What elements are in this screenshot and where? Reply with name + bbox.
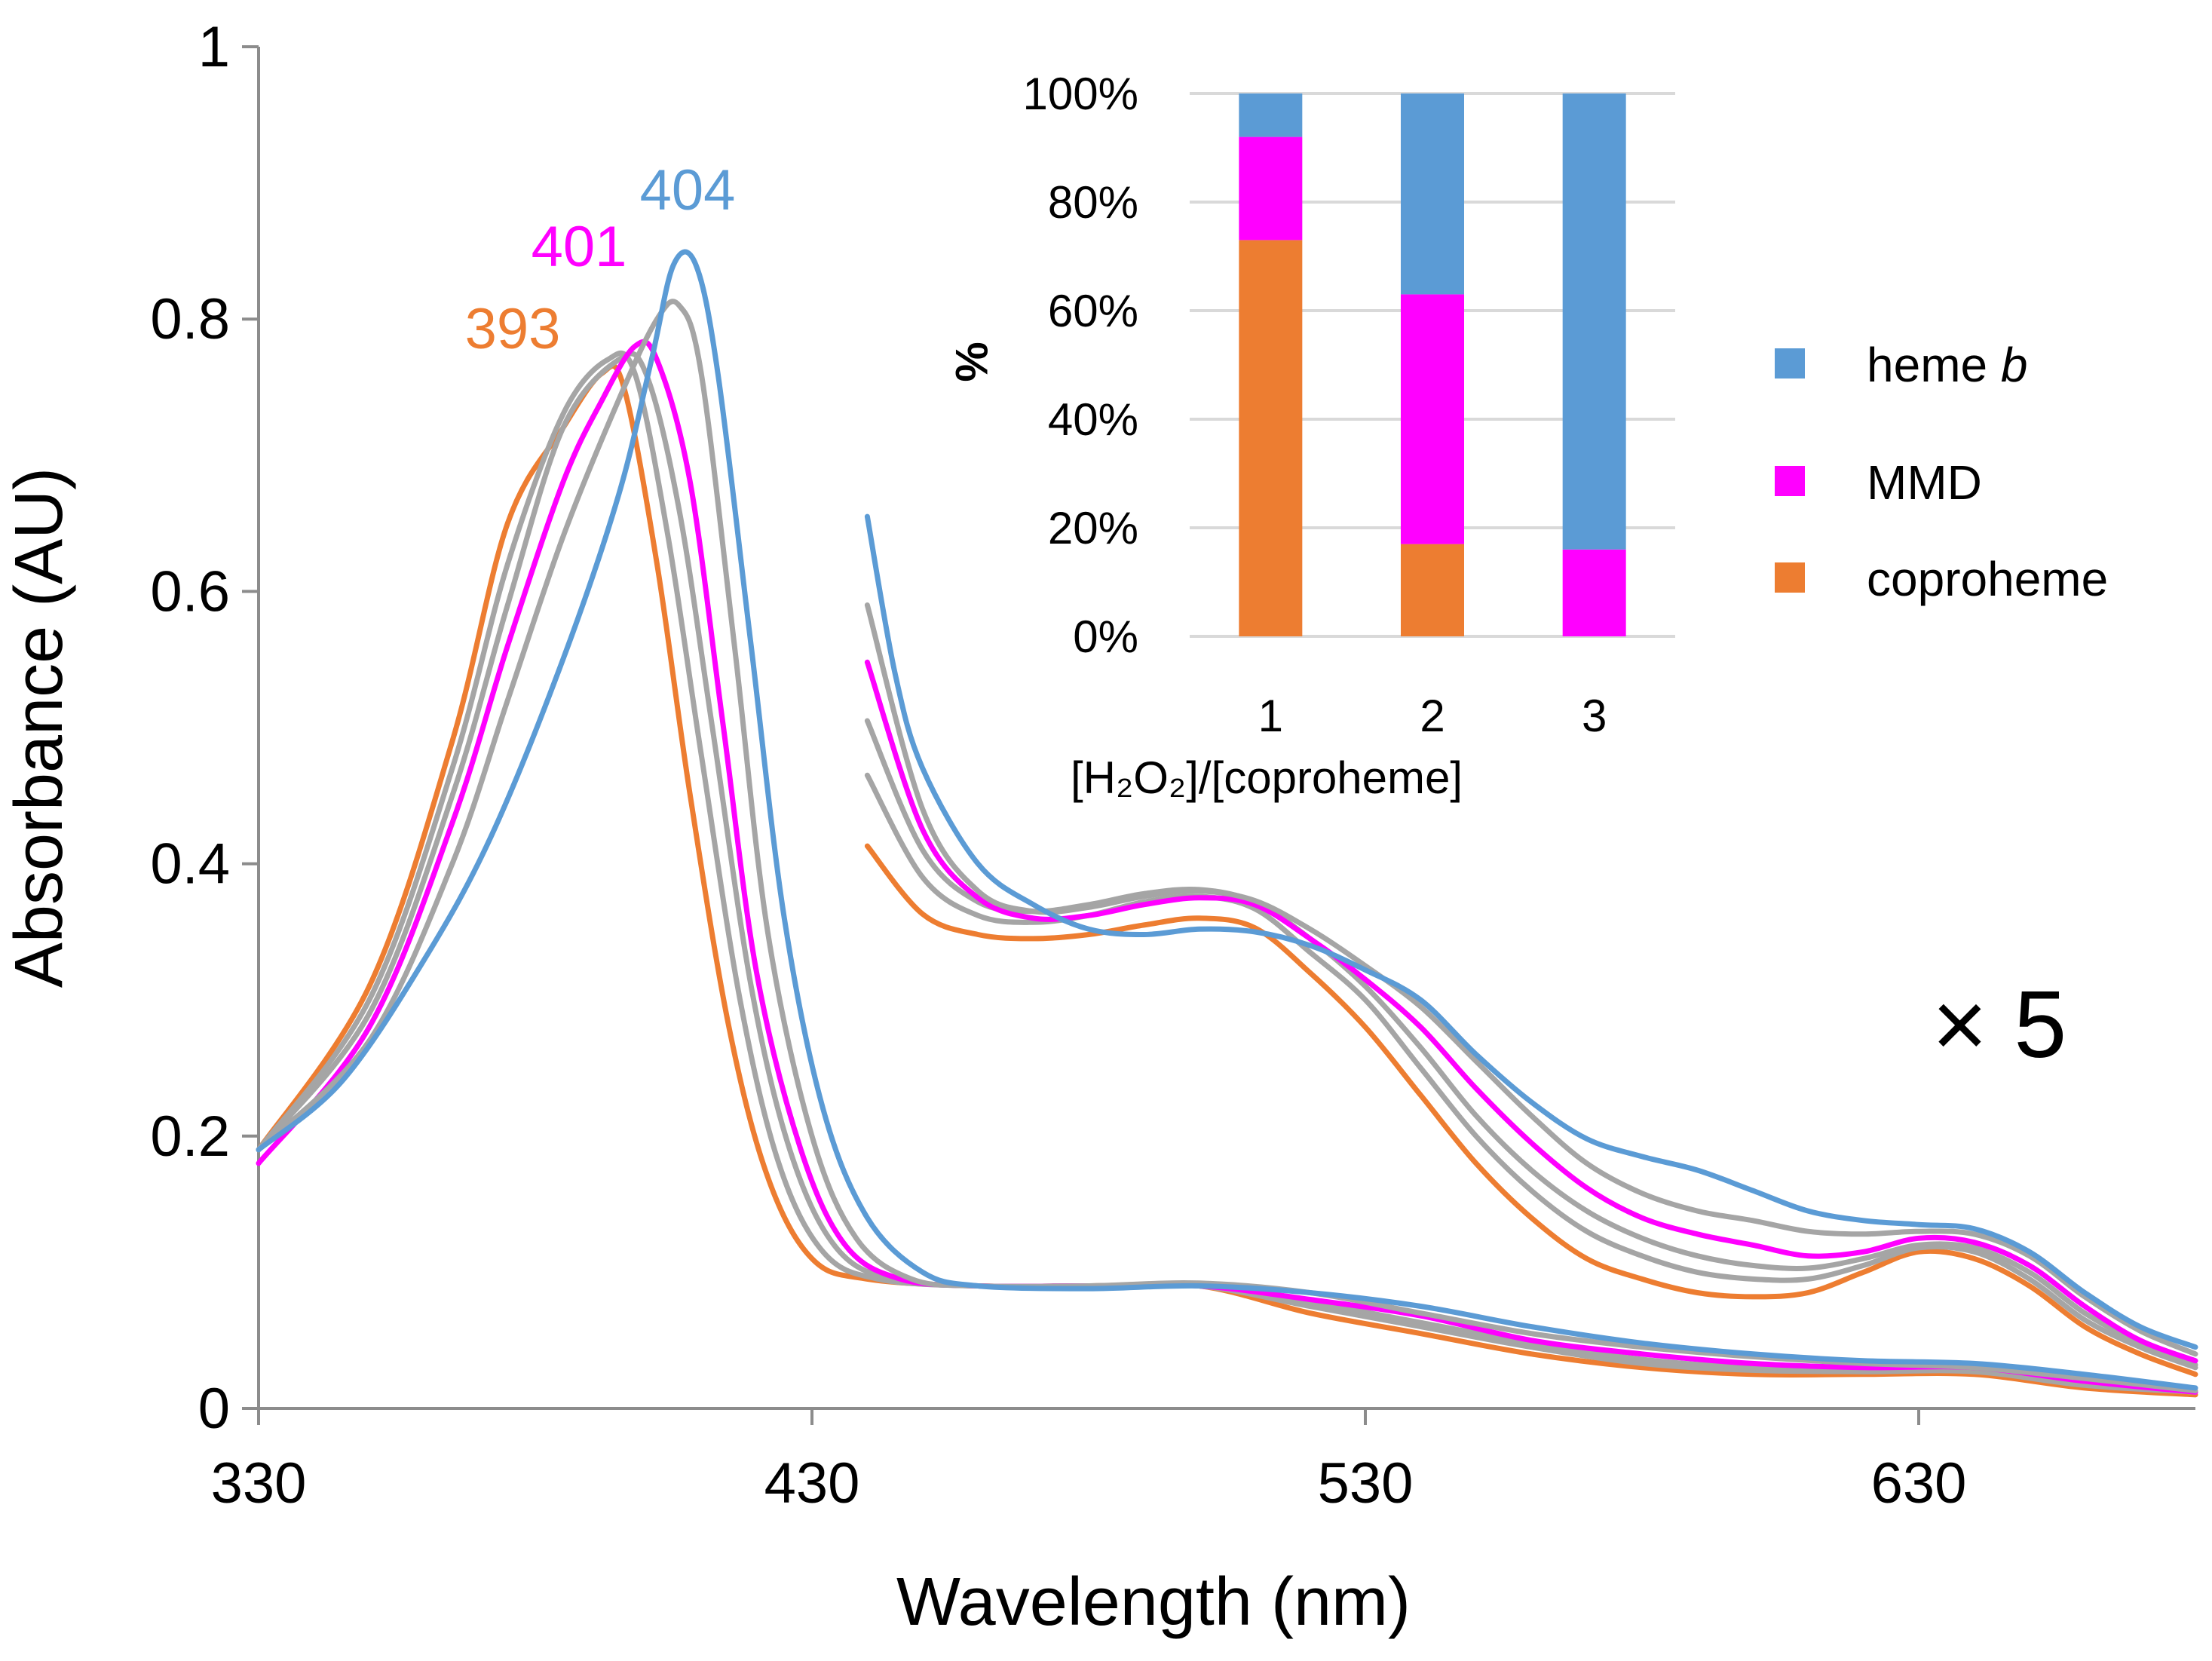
legend-label-heme-b: heme b <box>1867 338 2027 392</box>
main-axes: 0 0.2 0.4 0.6 0.8 1 330 430 530 630 <box>150 15 2195 1515</box>
inset-y-axis-title: % <box>946 342 997 382</box>
x-tick-label: 330 <box>211 1451 307 1515</box>
legend-swatch-mmd <box>1775 466 1805 496</box>
y-tick-label: 1 <box>198 15 230 79</box>
inset-y-tick-label: 40% <box>1048 394 1138 445</box>
inset-y-tick-label: 20% <box>1048 503 1138 553</box>
inset-y-tick-labels: 0% 20% 40% 60% 80% 100% <box>1023 69 1138 662</box>
x-tick-label: 430 <box>764 1451 860 1515</box>
y-tick-label: 0.2 <box>150 1105 230 1169</box>
inset-y-tick-label: 60% <box>1048 286 1138 336</box>
inset-bar-heme-b-2 <box>1401 93 1464 295</box>
y-axis-title: Absorbance (AU) <box>2 467 77 988</box>
spectrum-series <box>256 249 2198 1398</box>
inset-bar-mmd-3 <box>1562 549 1626 636</box>
inset-chart: 0% 20% 40% 60% 80% 100% 1 2 3 % [H₂O₂]/[coprohe… <box>946 69 1675 803</box>
peak-label-404: 404 <box>640 158 736 222</box>
y-tick-label: 0.4 <box>150 832 230 896</box>
series-line-heme-b-soret <box>256 249 2198 1391</box>
inset-bar-mmd-2 <box>1401 294 1464 544</box>
peak-label-401: 401 <box>532 215 627 279</box>
x-tick-label: 630 <box>1871 1451 1967 1515</box>
legend-label-heme-b-italic: b <box>2001 338 2028 392</box>
x-tick-label: 530 <box>1318 1451 1414 1515</box>
legend-swatch-heme-b <box>1775 348 1805 378</box>
series-line-coproheme-soret <box>256 363 2198 1398</box>
multiplier-label: × 5 <box>1932 971 2067 1077</box>
inset-x-tick-label: 3 <box>1582 691 1607 741</box>
legend-label-coproheme: coproheme <box>1867 552 2108 606</box>
inset-y-tick-label: 100% <box>1023 69 1138 119</box>
y-tick-label: 0.8 <box>150 287 230 351</box>
series-line-mmd-soret <box>256 339 2198 1395</box>
inset-bar-heme-b-1 <box>1239 93 1303 137</box>
legend: heme b MMD coproheme <box>1775 338 2108 606</box>
inset-bar-mmd-1 <box>1239 136 1303 241</box>
series-line-heme-b-visible-x5 <box>864 513 2198 1350</box>
main-tick-marks <box>242 45 1920 1425</box>
series-line-intermediate-1-soret <box>256 350 2198 1395</box>
inset-x-tick-label: 2 <box>1420 691 1445 741</box>
y-tick-label: 0.6 <box>150 559 230 624</box>
inset-bar-coproheme-1 <box>1239 240 1303 636</box>
inset-y-tick-label: 80% <box>1048 177 1138 228</box>
series-line-intermediate-2-soret <box>256 351 2198 1395</box>
inset-bars <box>1239 93 1626 636</box>
inset-bar-coproheme-2 <box>1401 544 1464 636</box>
inset-y-tick-label: 0% <box>1073 611 1138 662</box>
inset-bar-heme-b-3 <box>1562 93 1626 550</box>
inset-x-axis-title: [H₂O₂]/[coproheme] <box>1071 752 1463 803</box>
legend-label-heme-b-text: heme <box>1867 338 2001 392</box>
main-tick-labels: 0 0.2 0.4 0.6 0.8 1 330 430 530 630 <box>150 15 1966 1515</box>
legend-label-mmd: MMD <box>1867 455 1982 510</box>
legend-swatch-coproheme <box>1775 562 1805 593</box>
x-axis-title: Wavelength (nm) <box>896 1564 1411 1640</box>
inset-x-tick-labels: 1 2 3 <box>1258 691 1607 741</box>
series-line-intermediate-3-soret <box>256 299 2198 1393</box>
inset-x-tick-label: 1 <box>1258 691 1283 741</box>
peak-label-393: 393 <box>465 297 561 361</box>
series-line-coproheme-visible-x5 <box>864 843 2198 1378</box>
y-tick-label: 0 <box>198 1377 230 1441</box>
